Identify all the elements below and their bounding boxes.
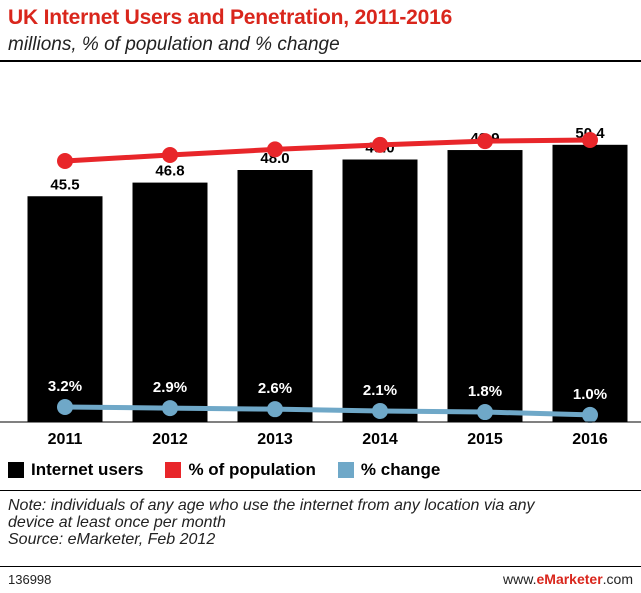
population-point-2014: [372, 136, 388, 153]
change-line: [64, 404, 591, 418]
population-point-2011: [57, 153, 73, 169]
bar-internet-users-2012: [132, 182, 208, 422]
bar-internet-users-2013: [237, 170, 313, 422]
x-tick-label-2015: 2015: [467, 431, 503, 448]
x-tick-label-2016: 2016: [572, 431, 608, 448]
legend-item-internet-users: Internet users: [8, 460, 143, 480]
bar-label-2013: 48.0: [260, 150, 289, 167]
population-point-2016: [582, 132, 598, 148]
legend-label-population: % of population: [188, 460, 316, 479]
population-label-2015: 77.9%: [464, 114, 507, 131]
legend: Internet users % of population % change: [8, 458, 462, 482]
change-point-2015: [477, 404, 493, 421]
legend-item-change: % change: [337, 460, 441, 480]
bottom-divider: [0, 566, 641, 567]
x-tick-label-2012: 2012: [152, 431, 188, 448]
population-point-2015: [477, 133, 493, 150]
legend-label-change: % change: [360, 460, 441, 479]
population-label-2016: 78.2%: [569, 113, 612, 130]
change-point-2016: [582, 406, 598, 423]
brand-name: eMarketer: [536, 571, 603, 587]
change-label-2012: 2.9%: [153, 379, 187, 396]
change-label-2013: 2.6%: [258, 380, 292, 397]
bar-internet-users-2016: [552, 144, 628, 423]
population-label-2013: 75.7%: [254, 122, 297, 139]
chart-svg: 45.546.848.049.049.950.472.6%74.2%75.7%7…: [0, 113, 641, 448]
note-line-2: device at least once per month: [8, 514, 226, 531]
x-tick-label-2011: 2011: [48, 431, 83, 448]
note-line-1: Note: individuals of any age who use the…: [8, 497, 535, 514]
bar-internet-users-2014: [342, 159, 418, 422]
change-label-2016: 1.0%: [573, 386, 607, 403]
population-point-2013: [267, 141, 283, 158]
bar-internet-users-2011: [27, 196, 103, 422]
chart-title: UK Internet Users and Penetration, 2011-…: [8, 6, 453, 29]
chart-id: 136998: [8, 572, 52, 587]
change-point-2014: [372, 402, 388, 419]
brand-link[interactable]: www.eMarketer.com: [503, 571, 633, 587]
change-label-2014: 2.1%: [363, 382, 397, 399]
legend-swatch-population: [165, 462, 182, 478]
top-divider: [0, 60, 641, 62]
population-line: [64, 137, 591, 164]
bar-label-2011: 45.5: [50, 176, 79, 193]
legend-swatch-internet-users: [8, 462, 24, 478]
chart-area: 45.546.848.049.049.950.472.6%74.2%75.7%7…: [0, 62, 641, 452]
change-point-2011: [57, 399, 73, 415]
brand-suffix: .com: [602, 571, 633, 587]
source-line: Source: eMarketer, Feb 2012: [8, 531, 216, 548]
population-label-2012: 74.2%: [149, 128, 192, 145]
x-tick-label-2013: 2013: [257, 431, 293, 448]
change-label-2011: 3.2%: [48, 378, 82, 395]
footnote: Note: individuals of any age who use the…: [8, 497, 638, 548]
chart-subtitle: millions, % of population and % change: [8, 34, 340, 55]
change-point-2012: [162, 400, 178, 417]
brand-prefix: www.: [503, 571, 537, 587]
population-point-2012: [162, 147, 178, 163]
population-label-2011: 72.6%: [44, 134, 87, 151]
legend-item-population: % of population: [165, 460, 316, 480]
bar-internet-users-2015: [447, 150, 523, 423]
x-tick-label-2014: 2014: [362, 431, 398, 448]
population-label-2014: 76.9%: [359, 118, 402, 135]
bar-label-2012: 46.8: [155, 163, 184, 180]
change-label-2015: 1.8%: [468, 383, 502, 400]
legend-swatch-change: [337, 462, 354, 478]
footer-divider: [0, 490, 641, 491]
change-point-2013: [267, 401, 283, 418]
legend-label-internet-users: Internet users: [31, 460, 144, 479]
